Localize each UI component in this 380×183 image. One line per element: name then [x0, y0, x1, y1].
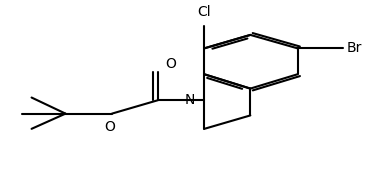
Text: Cl: Cl: [198, 5, 211, 19]
Text: N: N: [185, 93, 195, 107]
Text: Br: Br: [347, 41, 362, 55]
Text: O: O: [105, 120, 116, 134]
Text: O: O: [165, 57, 176, 71]
